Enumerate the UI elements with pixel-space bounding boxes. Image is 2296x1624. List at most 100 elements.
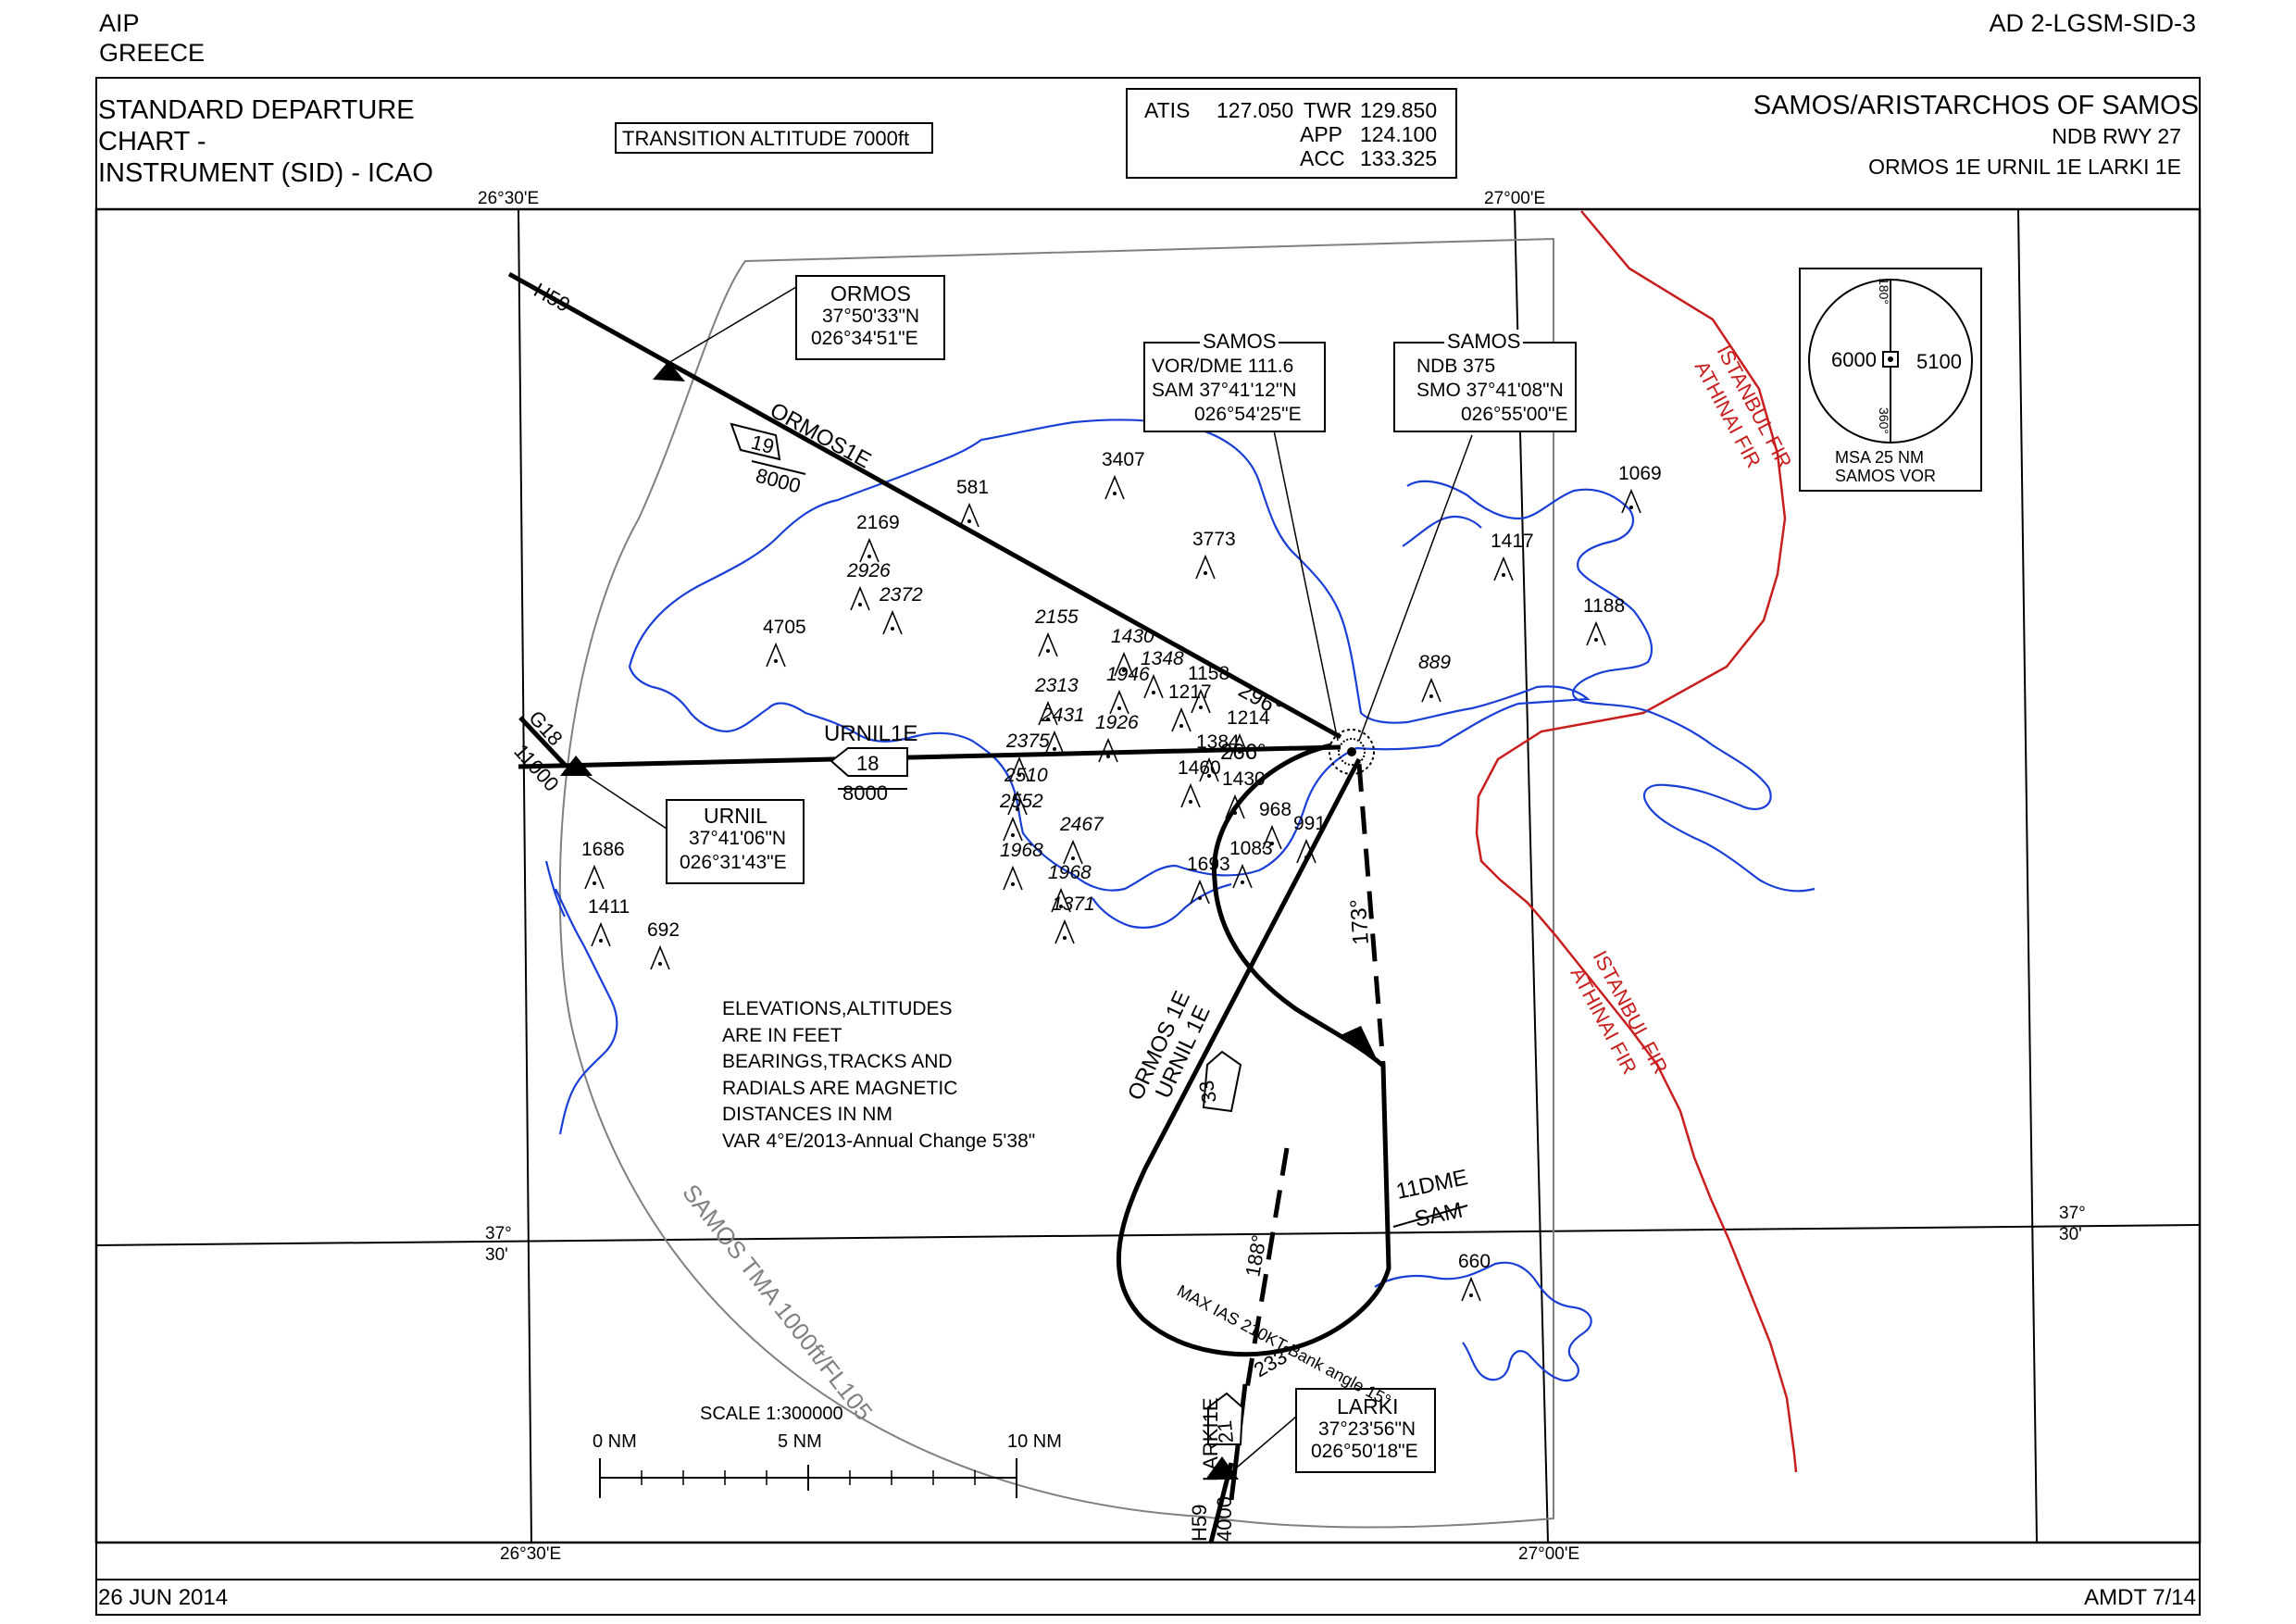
- peak-dot: [1233, 811, 1237, 815]
- turn-arrowhead: [1341, 1026, 1379, 1065]
- spot-italic-elevation-label: 2313: [1035, 675, 1079, 696]
- peak-dot: [858, 603, 862, 606]
- peak-dot: [1071, 856, 1075, 860]
- twr-label: TWR: [1304, 98, 1353, 122]
- urnil-route-name: URNIL1E: [824, 721, 917, 746]
- lon-label-bottom-right: 27°00'E: [1518, 1544, 1580, 1564]
- scale-label-0: 0 NM: [593, 1431, 637, 1452]
- vor-line-2: SAM 37°41'12"N: [1152, 380, 1297, 401]
- urnil-route-altitude: 8000: [842, 781, 888, 805]
- ndb-line-3: 026°55'00"E: [1461, 404, 1568, 425]
- combined-distance-pennant: [1202, 1050, 1242, 1113]
- ormos-route-name: ORMOS1E: [766, 398, 875, 474]
- app-label: APP: [1300, 122, 1343, 146]
- peak-dot: [593, 881, 596, 885]
- h59-nw-label: H59: [530, 279, 574, 317]
- peak-symbol: [1003, 816, 1023, 842]
- msa-bearing-top: 180°: [1877, 278, 1891, 305]
- urnil-box: [666, 799, 805, 884]
- ormos-lat: 37°50'33"N: [822, 306, 920, 327]
- spot-elevation-label: 1417: [1491, 531, 1534, 552]
- lon-label-bottom-left: 26°30'E: [500, 1544, 562, 1564]
- spot-italic-elevation-label: 1926: [1095, 712, 1139, 733]
- twr-frequency: 129.850: [1360, 98, 1438, 122]
- peak-dot: [1502, 573, 1505, 577]
- peak-dot: [1304, 856, 1308, 859]
- peak-dot: [1046, 649, 1050, 653]
- msa-radius: MSA 25 NM: [1835, 448, 1925, 467]
- samos-coastline: [628, 418, 1591, 892]
- turn-back-track: [1212, 743, 1386, 1068]
- peak-dot: [1046, 718, 1050, 721]
- lon-label-top-right: 27°00'E: [1484, 189, 1546, 208]
- urnil-waypoint-triangle: [560, 756, 593, 776]
- peak-dot: [1189, 800, 1192, 804]
- tma-label: SAMOS TMA 1000ft/FL105: [677, 1179, 878, 1425]
- spot-elevation-label: 1460: [1178, 757, 1221, 779]
- ndb-line-1: NDB 375: [1416, 356, 1496, 377]
- atis-frequency: 127.050: [1217, 98, 1294, 122]
- spot-elevation-label: 1069: [1618, 463, 1662, 484]
- peak-symbol: [1044, 730, 1065, 756]
- acc-label: ACC: [1300, 146, 1345, 170]
- peak-dot: [1011, 882, 1015, 886]
- peak-dot: [1241, 881, 1244, 884]
- peak-dot: [867, 555, 871, 558]
- peak-symbol: [1104, 474, 1125, 500]
- peak-symbol: [859, 537, 880, 563]
- peak-dot: [1204, 571, 1207, 575]
- peak-dot: [1429, 694, 1433, 698]
- lat-deg-left: 37°: [485, 1224, 512, 1243]
- peak-symbol: [584, 864, 605, 890]
- msa-reference: SAMOS VOR: [1835, 467, 1937, 485]
- peak-symbol: [1063, 839, 1083, 865]
- peak-dot: [1179, 724, 1183, 728]
- initial-173-track: [1356, 763, 1386, 1066]
- note-line: VAR 4°E/2013-Annual Change 5'38": [722, 1130, 1036, 1152]
- peak-symbol: [1262, 824, 1282, 850]
- lat-min-left: 30': [485, 1245, 508, 1265]
- peak-symbol: [1098, 737, 1118, 763]
- atis-label: ATIS: [1144, 98, 1191, 122]
- meridian-26-30: [518, 208, 532, 1543]
- ndb-line-2: SMO 37°41'08"N: [1416, 380, 1564, 401]
- peak-symbol: [1421, 677, 1441, 703]
- ormos-distance-pennant: [730, 422, 781, 461]
- scale-bar: [599, 1458, 1017, 1498]
- spot-elevation-label: 991: [1293, 813, 1327, 834]
- transition-altitude: TRANSITION ALTITUDE 7000ft: [622, 127, 910, 150]
- scale-label-10: 10 NM: [1007, 1431, 1062, 1452]
- track-173-label: 173°: [1346, 898, 1374, 945]
- spot-italic-elevation-label: 2552: [1000, 791, 1043, 812]
- peak-dot: [658, 962, 662, 966]
- aip-label: AIP: [99, 9, 140, 37]
- peak-dot: [1017, 773, 1021, 777]
- spot-italic-elevation-label: 2510: [1004, 765, 1048, 786]
- spot-italic-elevation-label: 2467: [1060, 814, 1104, 835]
- frequency-box: ATIS 127.050 TWR 129.850 APP 124.100 ACC…: [1126, 88, 1457, 179]
- note-line: ARE IN FEET: [722, 1024, 842, 1046]
- tma-boundary: [558, 237, 1554, 1529]
- peak-symbol: [882, 609, 903, 635]
- peak-symbol: [1190, 879, 1210, 905]
- chart-notes: ELEVATIONS,ALTITUDES ARE IN FEET BEARING…: [722, 996, 1035, 1155]
- msa-east-altitude: 5100: [1916, 350, 1962, 373]
- urnil-lat: 37°41'06"N: [689, 828, 787, 849]
- peak-symbol: [1232, 863, 1253, 889]
- spot-elevation-label: 1188: [1583, 595, 1626, 617]
- peak-symbol: [1038, 631, 1058, 657]
- vor-line-1: VOR/DME 111.6: [1152, 356, 1294, 377]
- peak-symbol: [1051, 887, 1071, 913]
- track-188-label: 188°: [1241, 1233, 1271, 1279]
- spot-italic-elevation-label: 1348: [1141, 648, 1184, 669]
- common-departure-track: [1116, 757, 1391, 1357]
- dme-sam-label: SAM: [1413, 1198, 1465, 1232]
- spot-elevation-label: 1693: [1187, 854, 1230, 875]
- frame-meridian-east: [2017, 208, 2038, 1543]
- chart-title-line-1: STANDARD DEPARTURE: [98, 95, 415, 125]
- larki-distance-pennant: [1207, 1392, 1244, 1445]
- peak-symbol: [1009, 756, 1029, 781]
- lon-label-top-left: 26°30'E: [478, 189, 540, 208]
- peak-dot: [1199, 706, 1203, 709]
- dme-11-fix: [1392, 1205, 1468, 1228]
